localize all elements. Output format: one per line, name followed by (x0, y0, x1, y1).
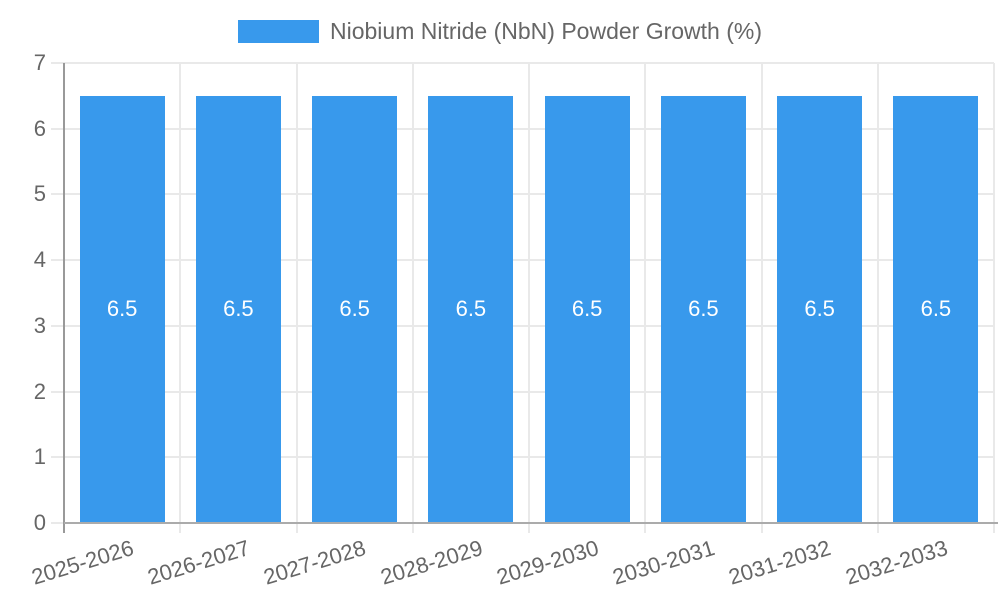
x-axis-baseline (64, 522, 998, 524)
gridline-vertical (644, 63, 647, 523)
y-axis-line (63, 63, 65, 533)
y-tick-label: 2 (33, 378, 46, 404)
bar[interactable]: 6.5 (79, 95, 165, 523)
bar[interactable]: 6.5 (544, 95, 630, 523)
x-axis-tick (644, 523, 647, 533)
y-tick-label: 7 (33, 50, 46, 75)
bar-value-label: 6.5 (106, 296, 138, 322)
bar-value-label: 6.5 (920, 296, 952, 322)
chart-legend: Niobium Nitride (NbN) Powder Growth (%) (0, 16, 1000, 46)
x-tick-label: 2025-2026 (28, 535, 137, 590)
y-axis-tick (51, 390, 64, 393)
y-tick-label: 1 (33, 444, 46, 470)
y-axis-tick (51, 127, 64, 130)
x-axis-tick (993, 523, 995, 533)
y-axis-tick (51, 522, 64, 524)
y-tick-label: 6 (33, 115, 46, 141)
gridline-vertical (760, 63, 763, 523)
x-tick-label: 2029-2030 (493, 535, 602, 590)
y-axis-tick (51, 259, 64, 262)
x-tick-label: 2032-2033 (842, 535, 951, 590)
gridline-vertical (993, 63, 995, 523)
bar-value-label: 6.5 (688, 296, 719, 322)
bar-value-label: 6.5 (223, 296, 254, 322)
bar-value-label: 6.5 (339, 296, 370, 322)
x-tick-label: 2026-2027 (144, 535, 253, 590)
legend-swatch-icon (238, 19, 319, 43)
x-tick-label: 2028-2029 (377, 535, 486, 590)
gridline-vertical (295, 63, 298, 523)
x-axis-tick (760, 523, 763, 533)
bar[interactable]: 6.5 (428, 95, 514, 523)
x-axis-tick (876, 523, 879, 533)
x-axis-tick (528, 523, 530, 533)
gridline-vertical (411, 63, 414, 523)
bar[interactable]: 6.5 (777, 95, 863, 523)
bar[interactable]: 6.5 (312, 95, 398, 523)
x-axis-tick (179, 523, 182, 533)
y-tick-label: 5 (33, 181, 46, 207)
gridline-vertical (876, 63, 879, 523)
x-axis-tick (411, 523, 414, 533)
y-tick-label: 0 (33, 510, 46, 535)
y-axis-tick (51, 456, 64, 459)
y-tick-label: 4 (33, 247, 46, 273)
y-tick-label: 3 (33, 312, 46, 338)
y-axis-tick (51, 324, 64, 327)
bar[interactable]: 6.5 (893, 95, 979, 523)
y-axis-tick (51, 62, 64, 64)
legend-label: Niobium Nitride (NbN) Powder Growth (%) (330, 18, 762, 44)
y-axis-tick (51, 193, 64, 196)
x-tick-label: 2027-2028 (261, 535, 369, 590)
bar[interactable]: 6.5 (195, 95, 281, 523)
bar[interactable]: 6.5 (660, 95, 746, 523)
bar-value-label: 6.5 (455, 296, 487, 322)
bar-value-label: 6.5 (571, 296, 603, 322)
gridline-vertical (528, 63, 530, 523)
x-tick-label: 2030-2031 (609, 535, 718, 590)
gridline-vertical (179, 63, 182, 523)
bar-value-label: 6.5 (804, 296, 835, 322)
x-axis-tick (295, 523, 298, 533)
legend-item[interactable]: Niobium Nitride (NbN) Powder Growth (%) (238, 16, 762, 46)
x-tick-label: 2031-2032 (726, 535, 834, 590)
